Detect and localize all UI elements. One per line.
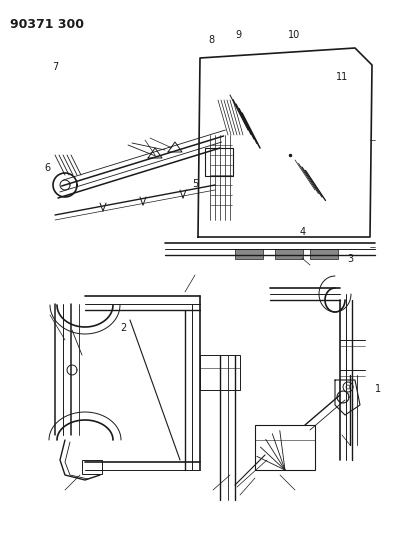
Bar xyxy=(205,148,233,176)
Text: 7: 7 xyxy=(53,62,59,71)
Text: 8: 8 xyxy=(208,35,214,45)
Text: 9: 9 xyxy=(236,30,242,39)
Text: 4: 4 xyxy=(299,227,306,237)
Text: 5: 5 xyxy=(192,179,198,189)
Bar xyxy=(255,425,315,470)
Text: 90371 300: 90371 300 xyxy=(10,18,84,31)
Text: 3: 3 xyxy=(347,254,353,263)
Text: 10: 10 xyxy=(289,30,300,39)
Bar xyxy=(200,355,240,390)
Bar xyxy=(82,460,102,474)
Text: 11: 11 xyxy=(336,72,348,82)
Bar xyxy=(275,249,303,259)
Bar xyxy=(310,249,338,259)
Text: 2: 2 xyxy=(120,323,127,333)
Bar xyxy=(235,249,263,259)
Text: 6: 6 xyxy=(45,163,51,173)
Text: 1: 1 xyxy=(375,384,381,394)
